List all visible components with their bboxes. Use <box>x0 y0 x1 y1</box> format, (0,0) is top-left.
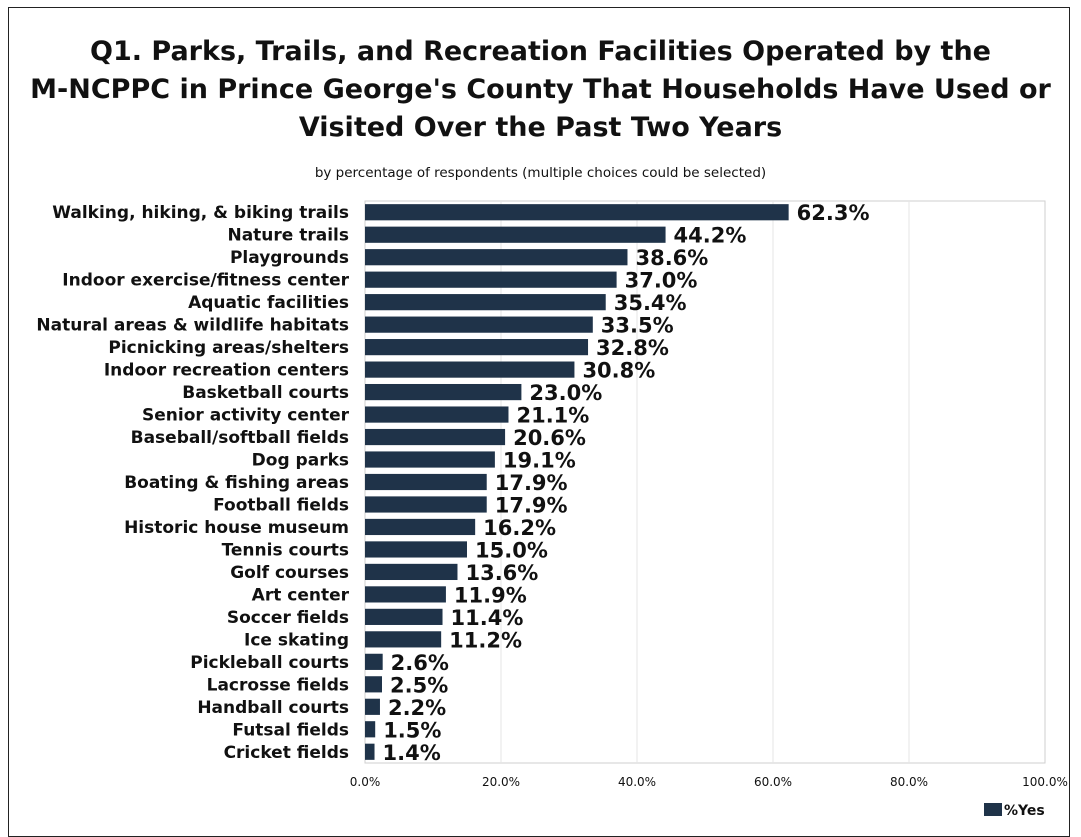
category-label: Historic house museum <box>124 518 349 538</box>
bar <box>365 518 476 536</box>
category-label: Pickleball courts <box>190 653 349 673</box>
category-label: Tennis courts <box>222 540 349 560</box>
x-tick-label: 0.0% <box>350 775 381 789</box>
category-label: Baseball/softball fields <box>131 428 349 448</box>
bar <box>365 473 487 491</box>
chart-title: Q1. Parks, Trails, and Recreation Facili… <box>0 33 1081 147</box>
bar <box>365 383 522 401</box>
legend-swatch <box>984 803 1002 816</box>
bar <box>365 226 666 243</box>
category-label: Walking, hiking, & biking trails <box>52 203 349 223</box>
bar <box>365 204 789 221</box>
category-label: Cricket fields <box>224 743 349 763</box>
bar <box>365 698 380 715</box>
category-label: Boating & fishing areas <box>124 473 349 493</box>
bar <box>365 451 495 468</box>
category-label: Indoor exercise/fitness center <box>62 271 349 291</box>
chart-subtitle: by percentage of respondents (multiple c… <box>314 165 767 181</box>
category-label: Lacrosse fields <box>207 675 349 695</box>
category-label: Natural areas & wildlife habitats <box>36 316 349 336</box>
bar <box>365 249 628 266</box>
value-label: 13.6% <box>465 561 538 585</box>
category-label: Playgrounds <box>230 248 349 268</box>
value-label: 16.2% <box>483 516 556 540</box>
value-label: 11.2% <box>449 628 522 652</box>
category-label: Nature trails <box>227 226 349 246</box>
value-label: 2.2% <box>388 696 446 720</box>
title-line-2: M-NCPPC in Prince George's County That H… <box>30 74 1051 105</box>
bar <box>365 743 375 760</box>
category-label: Senior activity center <box>142 406 350 426</box>
category-label: Handball courts <box>197 698 349 718</box>
bar <box>365 541 467 558</box>
value-label: 37.0% <box>625 269 698 293</box>
bar <box>365 586 446 603</box>
category-label: Aquatic facilities <box>188 293 349 313</box>
value-label: 17.9% <box>495 471 568 495</box>
value-label: 11.9% <box>454 583 527 607</box>
category-label: Basketball courts <box>182 383 349 403</box>
value-label: 17.9% <box>495 493 568 517</box>
value-label: 44.2% <box>674 224 747 248</box>
bar <box>365 653 383 670</box>
category-label: Picnicking areas/shelters <box>108 338 349 358</box>
bar <box>365 428 506 446</box>
category-label: Soccer fields <box>227 608 349 628</box>
x-tick-label: 20.0% <box>482 775 520 789</box>
category-label: Art center <box>252 585 350 605</box>
bar <box>365 406 509 423</box>
value-label: 19.1% <box>503 449 576 473</box>
value-label: 21.1% <box>516 404 589 428</box>
bar <box>365 676 382 693</box>
value-label: 2.5% <box>390 673 448 697</box>
bar <box>365 721 376 738</box>
category-label: Futsal fields <box>232 720 349 740</box>
value-label: 33.5% <box>601 314 674 338</box>
category-label: Golf courses <box>230 563 349 583</box>
value-label: 62.3% <box>797 201 870 225</box>
value-label: 38.6% <box>635 246 708 270</box>
bar <box>365 496 487 513</box>
bar <box>365 563 458 581</box>
value-label: 1.5% <box>383 718 441 742</box>
value-label: 1.4% <box>383 741 441 765</box>
category-label: Indoor recreation centers <box>104 361 349 381</box>
value-label: 15.0% <box>475 538 548 562</box>
value-label: 30.8% <box>582 359 655 383</box>
legend-label: %Yes <box>1004 803 1045 819</box>
title-line-1: Q1. Parks, Trails, and Recreation Facili… <box>90 36 991 67</box>
bar <box>365 316 593 333</box>
x-tick-label: 100.0% <box>1022 775 1068 789</box>
bar <box>365 608 443 625</box>
value-label: 2.6% <box>391 651 449 675</box>
category-label: Ice skating <box>244 630 349 650</box>
bar <box>365 339 589 356</box>
bar <box>365 271 617 288</box>
bar <box>365 631 442 648</box>
value-label: 35.4% <box>614 291 687 315</box>
value-label: 32.8% <box>596 336 669 360</box>
x-tick-label: 80.0% <box>890 775 928 789</box>
value-label: 23.0% <box>529 381 602 405</box>
bar <box>365 294 606 311</box>
value-label: 20.6% <box>513 426 586 450</box>
value-label: 11.4% <box>451 606 524 630</box>
x-tick-label: 60.0% <box>754 775 792 789</box>
x-tick-label: 40.0% <box>618 775 656 789</box>
category-label: Football fields <box>213 495 349 515</box>
bar <box>365 361 575 378</box>
category-label: Dog parks <box>252 451 349 471</box>
title-line-3: Visited Over the Past Two Years <box>298 112 783 143</box>
